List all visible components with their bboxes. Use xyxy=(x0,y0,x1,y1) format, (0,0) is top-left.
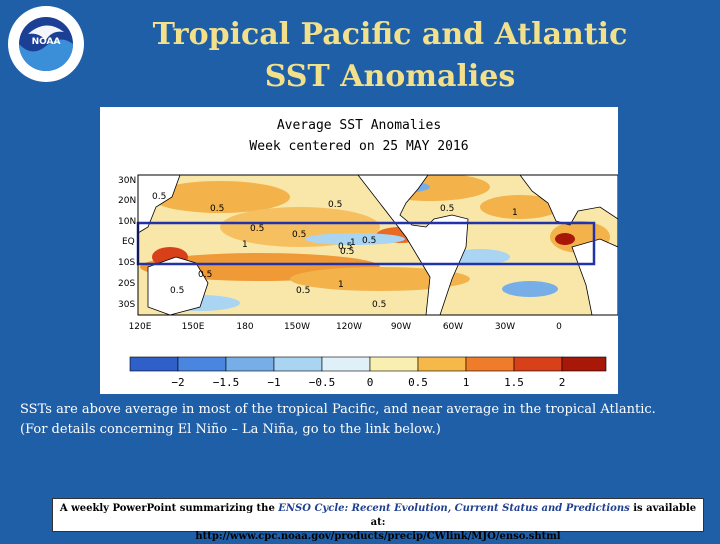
contour-label: 0.5 xyxy=(338,242,352,252)
slide-title: Tropical Pacific and Atlantic SST Anomal… xyxy=(100,14,680,98)
sst-anomaly-map: 30N 20N 10N EQ 10S 20S 30S 120E 150E 180… xyxy=(100,107,618,394)
contour-label: 0.5 xyxy=(440,204,454,214)
colorbar xyxy=(129,356,607,372)
map-frame xyxy=(137,174,618,316)
lon-label: 150E xyxy=(182,322,205,332)
lon-label: 60W xyxy=(443,322,463,332)
contour-label: 0.5 xyxy=(296,286,310,296)
sst-map-graphic: 30N 20N 10N EQ 10S 20S 30S 120E 150E 180… xyxy=(118,174,618,389)
contour-label: 0.5 xyxy=(362,236,376,246)
caption-line1: SSTs are above average in most of the tr… xyxy=(20,402,656,417)
caption-line2: (For details concerning El Niño – La Niñ… xyxy=(20,422,441,437)
contour-label: 0.5 xyxy=(198,270,212,280)
colorbar-label: −1 xyxy=(267,376,280,389)
map-title-line2: Week centered on 25 MAY 2016 xyxy=(249,139,469,154)
map-title-line1: Average SST Anomalies xyxy=(276,118,442,133)
noaa-logo-icon: NOAA xyxy=(6,4,86,84)
contour-label: 0.5 xyxy=(372,300,386,310)
colorbar-label: −2 xyxy=(171,376,184,389)
colorbar-label: 2 xyxy=(559,376,566,389)
footer-line1: A weekly PowerPoint summarizing the ENSO… xyxy=(53,502,703,530)
contour-label: 0.5 xyxy=(328,200,342,210)
contour-label: 0.5 xyxy=(340,247,354,257)
lat-label: 10S xyxy=(118,258,135,268)
colorbar-label: −0.5 xyxy=(309,376,336,389)
footer-url-link[interactable]: http://www.cpc.noaa.gov/products/precip/… xyxy=(195,531,561,542)
lat-label: 10N xyxy=(118,217,136,227)
contour-label: 0.5 xyxy=(152,192,166,202)
lon-label: 150W xyxy=(284,322,310,332)
lat-label: 20N xyxy=(118,196,136,206)
lat-label: 20S xyxy=(118,279,135,289)
slide-title-line1: Tropical Pacific and Atlantic xyxy=(152,17,628,52)
contour-label: 0.5 xyxy=(292,230,306,240)
lon-label: 0 xyxy=(556,322,562,332)
lon-label: 30W xyxy=(495,322,515,332)
lon-label: 180 xyxy=(236,322,253,332)
svg-text:NOAA: NOAA xyxy=(32,37,61,47)
colorbar-label: −1.5 xyxy=(213,376,240,389)
lat-label: 30S xyxy=(118,300,135,310)
lat-label: EQ xyxy=(122,237,135,247)
footer-suffix: is available at: xyxy=(370,503,697,528)
lon-label: 90W xyxy=(391,322,411,332)
contour-label: 1 xyxy=(242,240,248,250)
contour-label: 0.5 xyxy=(210,204,224,214)
footer-box: A weekly PowerPoint summarizing the ENSO… xyxy=(52,498,704,542)
contour-label: 1 xyxy=(338,280,344,290)
lon-label: 120E xyxy=(129,322,152,332)
footer-prefix: A weekly PowerPoint summarizing the xyxy=(59,503,279,514)
colorbar-label: 1 xyxy=(463,376,470,389)
contour-label: 0.5 xyxy=(170,286,184,296)
lon-label: 120W xyxy=(336,322,362,332)
slide-title-line2: SST Anomalies xyxy=(264,59,516,94)
colorbar-label: 0.5 xyxy=(408,376,428,389)
lat-label: 30N xyxy=(118,176,136,186)
colorbar-label: 1.5 xyxy=(504,376,524,389)
contour-label: 0.5 xyxy=(250,224,264,234)
contour-label: 1 xyxy=(350,238,356,248)
footer-italic: ENSO Cycle: Recent Evolution, Current St… xyxy=(278,503,630,514)
slide-caption: SSTs are above average in most of the tr… xyxy=(20,400,700,440)
contour-label: 1 xyxy=(512,208,518,218)
colorbar-label: 0 xyxy=(367,376,374,389)
